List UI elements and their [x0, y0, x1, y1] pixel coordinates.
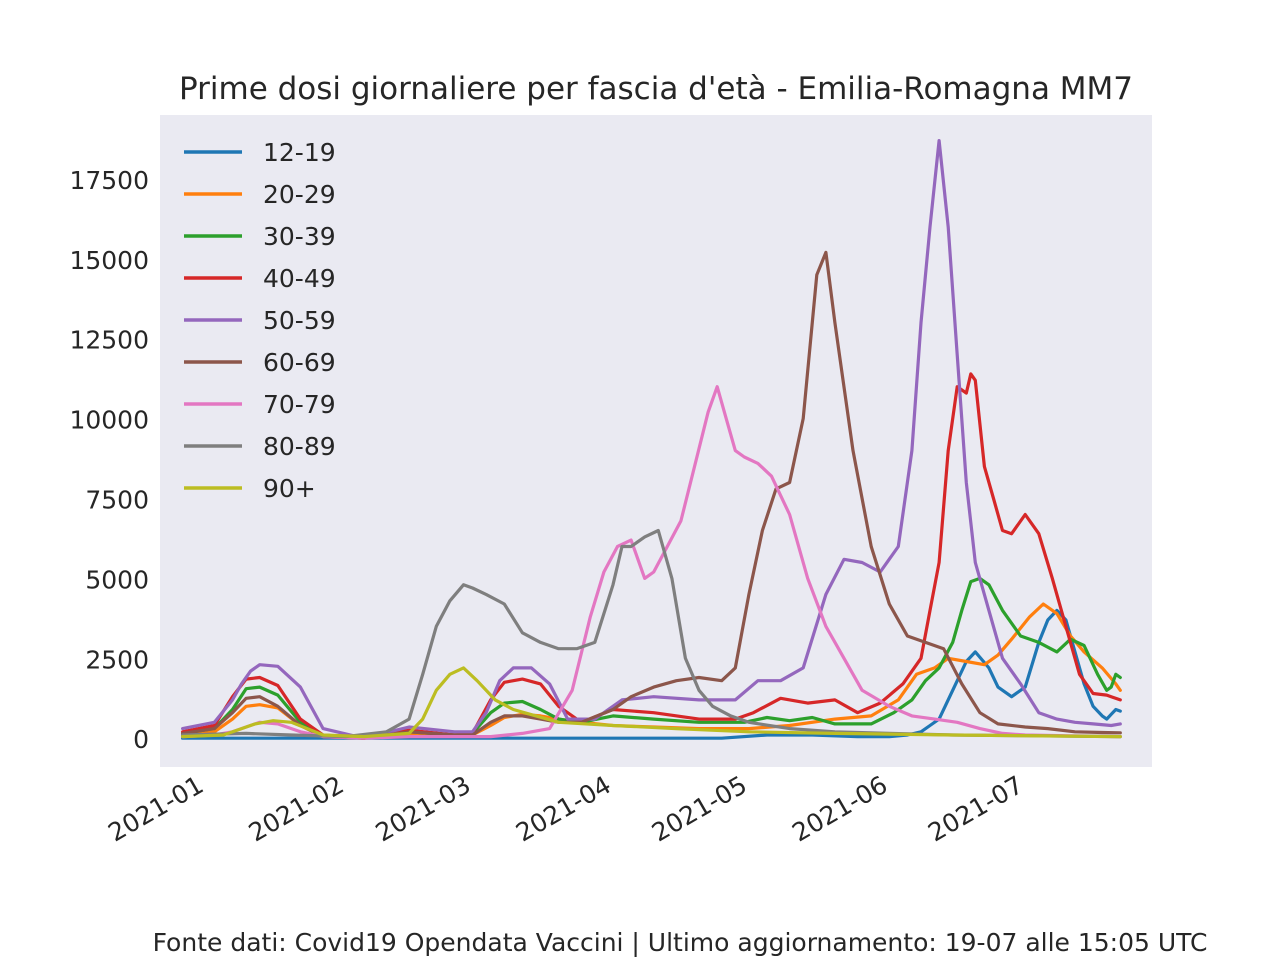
series-line-12-19	[181, 608, 1122, 740]
legend-label: 80-89	[263, 432, 336, 461]
legend-item: 40-49	[184, 264, 336, 293]
series-line-90+	[181, 666, 1122, 739]
y-tick-label: 10000	[69, 406, 149, 435]
y-tick-label: 0	[133, 725, 149, 754]
series-line-50-59	[181, 139, 1122, 740]
legend-label: 20-29	[263, 180, 336, 209]
y-tick-label: 15000	[69, 246, 149, 275]
y-tick-label: 7500	[85, 486, 149, 515]
legend-item: 30-39	[184, 222, 336, 251]
legend-item: 50-59	[184, 306, 336, 335]
legend-label: 12-19	[263, 138, 336, 167]
footer-source-note: Fonte dati: Covid19 Opendata Vaccini | U…	[153, 928, 1208, 957]
legend-item: 80-89	[184, 432, 336, 461]
legend-label: 50-59	[263, 306, 336, 335]
legend: 12-19 20-29 30-39 40-49 50-59 60-69 70-79 80-89…	[184, 138, 336, 503]
plot-area	[160, 115, 1152, 767]
legend-label: 90+	[263, 474, 316, 503]
y-tick-label: 12500	[69, 326, 149, 355]
legend-label: 30-39	[263, 222, 336, 251]
y-axis: 0 2500 5000 7500 10000 12500 15000 17500	[69, 166, 149, 754]
series-line-80-89	[181, 528, 1122, 739]
legend-item: 90+	[184, 474, 316, 503]
y-tick-label: 17500	[69, 166, 149, 195]
legend-item: 20-29	[184, 180, 336, 209]
legend-item: 60-69	[184, 348, 336, 377]
legend-item: 70-79	[184, 390, 336, 419]
legend-item: 12-19	[184, 138, 336, 167]
legend-label: 60-69	[263, 348, 336, 377]
y-tick-label: 5000	[85, 565, 149, 594]
y-tick-label: 2500	[85, 645, 149, 674]
chart-title: Prime dosi giornaliere per fascia d'età …	[179, 71, 1133, 107]
legend-label: 40-49	[263, 264, 336, 293]
series-lines	[181, 139, 1122, 740]
legend-label: 70-79	[263, 390, 336, 419]
